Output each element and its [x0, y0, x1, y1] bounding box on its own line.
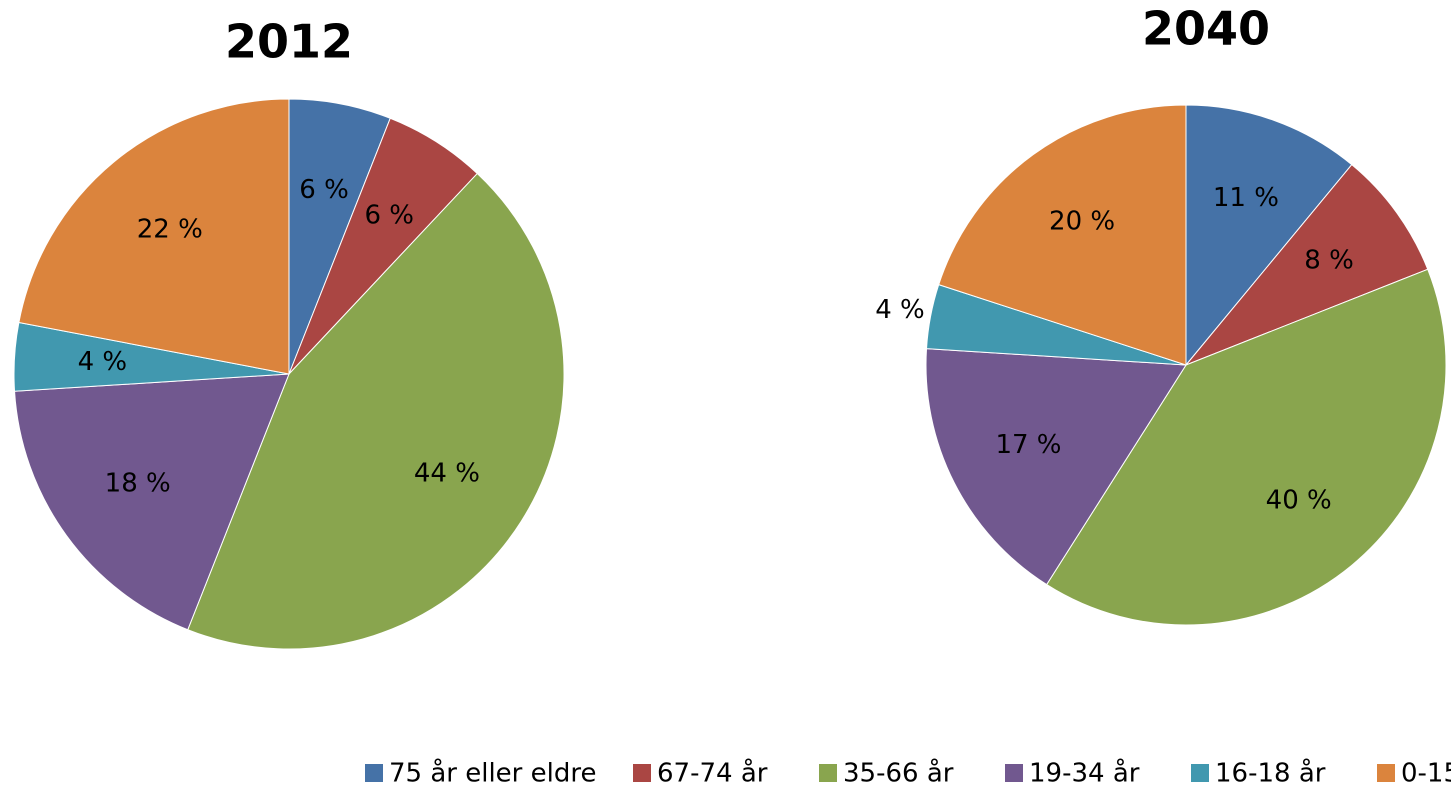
data-label: 4 %	[78, 347, 128, 377]
pie-slice	[14, 373, 290, 631]
chart-title: 2040	[1142, 2, 1270, 56]
pie-slice	[938, 104, 1187, 366]
pie-slice	[187, 172, 565, 650]
pie-slice	[925, 348, 1187, 586]
data-label: 44 %	[414, 459, 480, 489]
legend-label: 16-18 år	[1215, 758, 1326, 789]
data-label: 18 %	[105, 468, 171, 498]
legend-swatch	[633, 764, 651, 782]
chart-title: 2012	[225, 15, 353, 69]
pie-slice	[18, 98, 290, 375]
legend-label: 19-34 år	[1029, 758, 1140, 789]
legend-swatch	[1005, 764, 1023, 782]
legend-swatch	[1191, 764, 1209, 782]
data-label: 22 %	[137, 214, 203, 244]
data-label: 40 %	[1266, 486, 1332, 516]
legend-label: 67-74 år	[657, 758, 768, 789]
data-label: 6 %	[299, 175, 349, 205]
legend-label: 0-15 år	[1401, 758, 1451, 789]
data-label: 20 %	[1049, 206, 1115, 236]
pie-slice	[1185, 104, 1353, 367]
data-label: 8 %	[1304, 246, 1354, 276]
pie-slice	[1185, 163, 1429, 366]
pie-slice	[1045, 268, 1447, 626]
data-label: 4 %	[875, 295, 925, 325]
legend-label: 35-66 år	[843, 758, 954, 789]
data-label: 17 %	[995, 430, 1061, 460]
data-label: 11 %	[1213, 183, 1279, 213]
data-label: 6 %	[364, 201, 414, 231]
legend-swatch	[1377, 764, 1395, 782]
legend-swatch	[365, 764, 383, 782]
legend-swatch	[819, 764, 837, 782]
legend-label: 75 år eller eldre	[389, 758, 596, 789]
